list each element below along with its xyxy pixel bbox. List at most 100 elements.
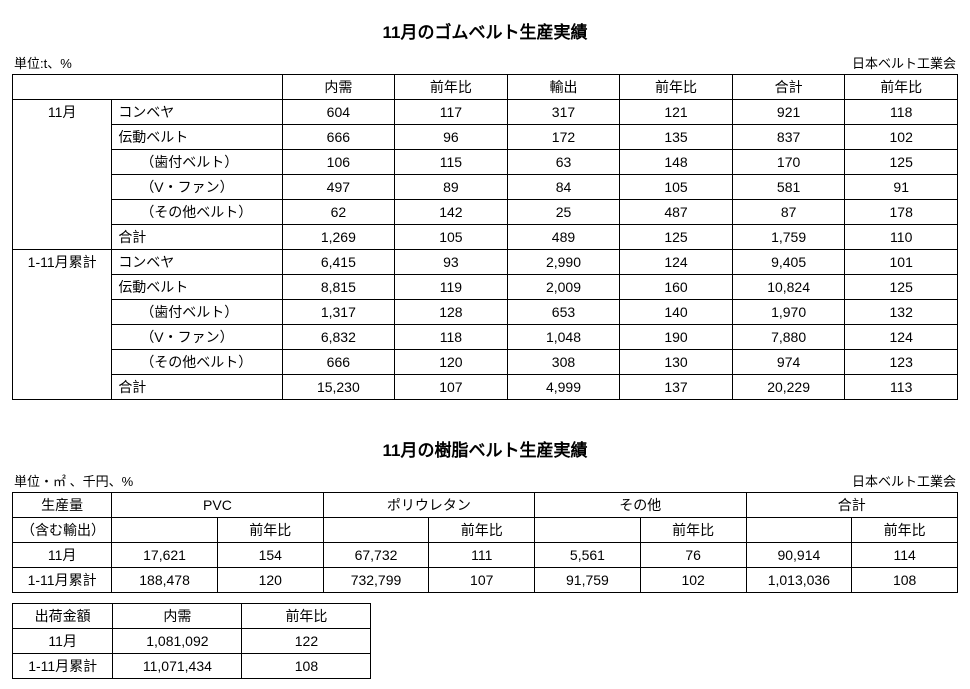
value-cell: 8,815 — [282, 275, 395, 300]
value-cell: 108 — [852, 568, 958, 593]
category-cell: 伝動ベルト — [112, 125, 282, 150]
col-header: 内需 — [113, 604, 242, 629]
value-cell: 170 — [732, 150, 845, 175]
value-cell: 76 — [640, 543, 746, 568]
value-cell: 107 — [429, 568, 535, 593]
value-cell: 2,009 — [507, 275, 620, 300]
table-row: 1-11月累計 コンベヤ 6,415 93 2,990 124 9,405 10… — [13, 250, 958, 275]
table-row: 合計 15,230 107 4,999 137 20,229 113 — [13, 375, 958, 400]
table3-header-row: 出荷金額 内需 前年比 — [13, 604, 371, 629]
value-cell: 15,230 — [282, 375, 395, 400]
group-label: 1-11月累計 — [13, 250, 112, 400]
table-row: （その他ベルト） 666 120 308 130 974 123 — [13, 350, 958, 375]
corner-cell — [13, 75, 283, 100]
category-cell: 合計 — [112, 375, 282, 400]
table-row: （V・ファン） 497 89 84 105 581 91 — [13, 175, 958, 200]
value-cell: 128 — [395, 300, 508, 325]
value-cell: 101 — [845, 250, 958, 275]
row-label: 11月 — [13, 629, 113, 654]
value-cell: 1,048 — [507, 325, 620, 350]
category-cell: （歯付ベルト） — [112, 150, 282, 175]
row-head-top: 生産量 — [13, 493, 112, 518]
table2-header-row2: （含む輸出） 前年比 前年比 前年比 前年比 — [13, 518, 958, 543]
sub-header: 前年比 — [852, 518, 958, 543]
value-cell: 111 — [429, 543, 535, 568]
sub-header: 前年比 — [217, 518, 323, 543]
value-cell: 120 — [217, 568, 323, 593]
table-row: 1-11月累計 188,478 120 732,799 107 91,759 1… — [13, 568, 958, 593]
value-cell: 154 — [217, 543, 323, 568]
value-cell: 117 — [395, 100, 508, 125]
value-cell: 6,832 — [282, 325, 395, 350]
value-cell: 7,880 — [732, 325, 845, 350]
value-cell: 120 — [395, 350, 508, 375]
category-cell: 合計 — [112, 225, 282, 250]
category-cell: （V・ファン） — [112, 325, 282, 350]
table2-meta: 単位・㎡ 、千円、% 日本ベルト工業会 — [12, 471, 958, 490]
table-row: （その他ベルト） 62 142 25 487 87 178 — [13, 200, 958, 225]
value-cell: 87 — [732, 200, 845, 225]
value-cell: 9,405 — [732, 250, 845, 275]
category-cell: （V・ファン） — [112, 175, 282, 200]
resin-belt-table: 生産量 PVC ポリウレタン その他 合計 （含む輸出） 前年比 前年比 前年比… — [12, 492, 958, 593]
value-cell: 17,621 — [112, 543, 218, 568]
col-header: 輸出 — [507, 75, 620, 100]
table-row: 伝動ベルト 666 96 172 135 837 102 — [13, 125, 958, 150]
value-cell: 125 — [845, 275, 958, 300]
value-cell: 105 — [620, 175, 733, 200]
col-header: 内需 — [282, 75, 395, 100]
value-cell: 119 — [395, 275, 508, 300]
value-cell: 62 — [282, 200, 395, 225]
value-cell: 308 — [507, 350, 620, 375]
value-cell: 178 — [845, 200, 958, 225]
value-cell: 837 — [732, 125, 845, 150]
value-cell: 666 — [282, 125, 395, 150]
value-cell: 25 — [507, 200, 620, 225]
category-cell: 伝動ベルト — [112, 275, 282, 300]
value-cell: 102 — [845, 125, 958, 150]
row-head-bottom: （含む輸出） — [13, 518, 112, 543]
table1-title: 11月のゴムベルト生産実績 — [12, 18, 958, 43]
value-cell: 1,317 — [282, 300, 395, 325]
value-cell: 102 — [640, 568, 746, 593]
value-cell: 11,071,434 — [113, 654, 242, 679]
value-cell: 20,229 — [732, 375, 845, 400]
value-cell: 130 — [620, 350, 733, 375]
table-row: （V・ファン） 6,832 118 1,048 190 7,880 124 — [13, 325, 958, 350]
col-header: 合計 — [732, 75, 845, 100]
value-cell: 67,732 — [323, 543, 429, 568]
value-cell: 4,999 — [507, 375, 620, 400]
table1-source: 日本ベルト工業会 — [852, 53, 956, 72]
value-cell: 118 — [395, 325, 508, 350]
sub-header: 前年比 — [429, 518, 535, 543]
group-header: 合計 — [746, 493, 957, 518]
value-cell: 1,759 — [732, 225, 845, 250]
value-cell: 115 — [395, 150, 508, 175]
value-cell: 921 — [732, 100, 845, 125]
value-cell: 6,415 — [282, 250, 395, 275]
value-cell: 91,759 — [535, 568, 641, 593]
table2-source: 日本ベルト工業会 — [852, 471, 956, 490]
value-cell: 666 — [282, 350, 395, 375]
col-header: 前年比 — [242, 604, 371, 629]
category-cell: （その他ベルト） — [112, 200, 282, 225]
value-cell: 63 — [507, 150, 620, 175]
row-label: 11月 — [13, 543, 112, 568]
value-cell: 93 — [395, 250, 508, 275]
value-cell: 124 — [620, 250, 733, 275]
category-cell: コンベヤ — [112, 100, 282, 125]
category-cell: コンベヤ — [112, 250, 282, 275]
value-cell: 653 — [507, 300, 620, 325]
sub-header-empty — [112, 518, 218, 543]
value-cell: 142 — [395, 200, 508, 225]
value-cell: 5,561 — [535, 543, 641, 568]
value-cell: 90,914 — [746, 543, 852, 568]
col-header: 前年比 — [845, 75, 958, 100]
table-row: 11月 1,081,092 122 — [13, 629, 371, 654]
sub-header-empty — [323, 518, 429, 543]
col-header: 出荷金額 — [13, 604, 113, 629]
table1-meta: 単位:t、% 日本ベルト工業会 — [12, 53, 958, 72]
value-cell: 91 — [845, 175, 958, 200]
value-cell: 732,799 — [323, 568, 429, 593]
row-label: 1-11月累計 — [13, 568, 112, 593]
